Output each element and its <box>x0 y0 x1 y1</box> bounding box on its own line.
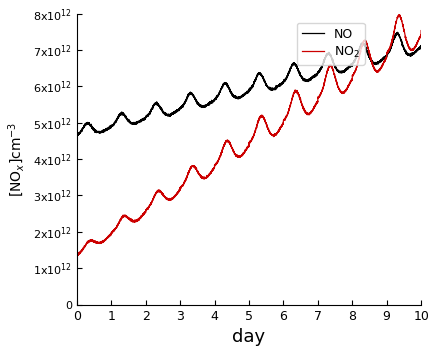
NO <box>298 73 303 78</box>
Y-axis label: [NO$_x$]cm$^{-3}$: [NO$_x$]cm$^{-3}$ <box>7 121 27 197</box>
NO <box>137 118 142 122</box>
NO <box>75 133 80 138</box>
NO$_2$ <box>137 217 142 221</box>
NO <box>74 133 79 137</box>
NO <box>358 46 363 50</box>
Line: NO$_2$: NO$_2$ <box>77 15 421 256</box>
NO <box>281 80 286 85</box>
NO <box>331 62 337 66</box>
NO <box>395 30 400 34</box>
NO$_2$ <box>396 13 402 17</box>
NO <box>419 44 424 48</box>
NO$_2$ <box>358 52 363 56</box>
NO$_2$ <box>206 173 211 177</box>
NO <box>206 101 211 105</box>
NO$_2$ <box>281 120 286 125</box>
NO$_2$ <box>419 29 424 33</box>
Line: NO: NO <box>77 32 421 136</box>
X-axis label: day: day <box>232 328 266 346</box>
NO$_2$ <box>331 71 337 75</box>
NO$_2$ <box>74 253 79 258</box>
Legend: NO, NO$_2$: NO, NO$_2$ <box>296 23 365 65</box>
NO$_2$ <box>298 100 303 104</box>
NO$_2$ <box>74 254 79 258</box>
